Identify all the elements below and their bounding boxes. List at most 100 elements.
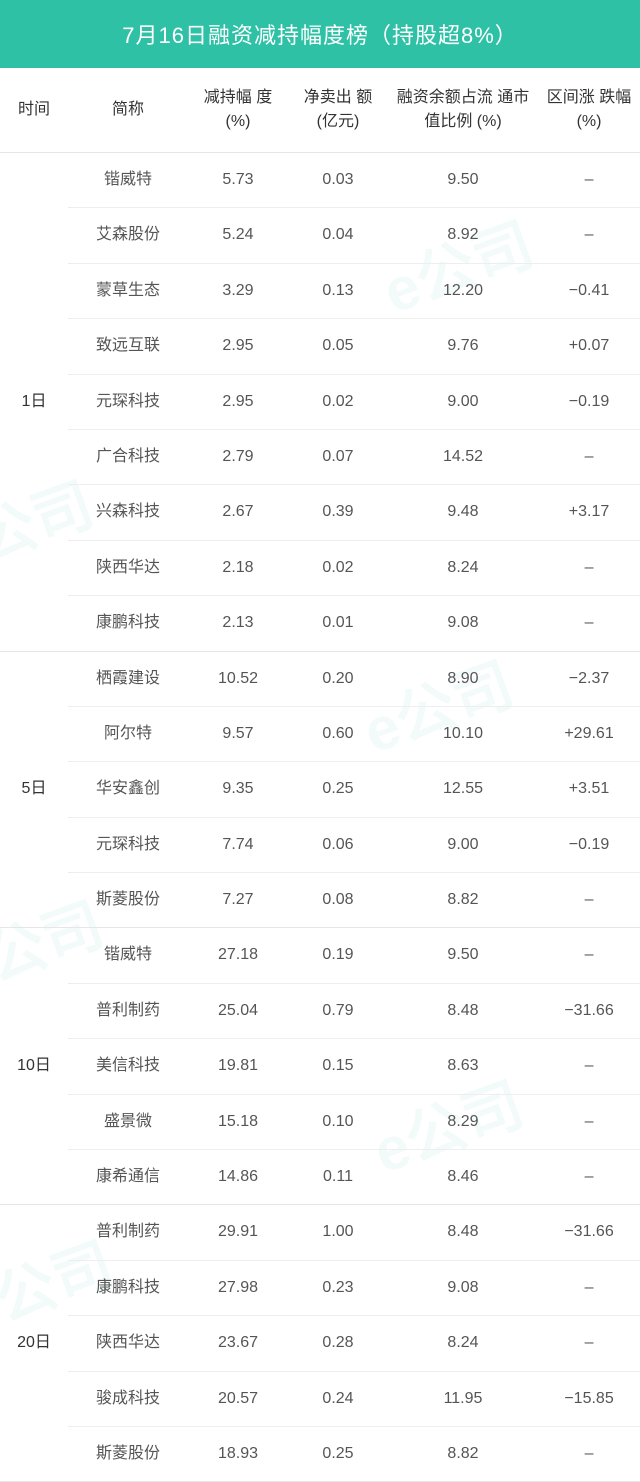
col-header-chg: 区间涨 跌幅 (%) [538,68,640,153]
cell-name: 陕西华达 [68,1316,188,1371]
cell-chg: – [538,928,640,983]
cell-ratio: 9.00 [388,374,538,429]
table-row: 兴森科技2.670.399.48+3.17 [0,485,640,540]
cell-ratio: 8.82 [388,873,538,928]
cell-ratio: 12.20 [388,263,538,318]
cell-time: 1日 [0,153,68,652]
cell-pct: 9.35 [188,762,288,817]
cell-amt: 0.06 [288,817,388,872]
cell-chg: −15.85 [538,1371,640,1426]
cell-amt: 0.11 [288,1150,388,1205]
cell-pct: 2.13 [188,596,288,651]
col-header-time: 时间 [0,68,68,153]
cell-chg: −0.41 [538,263,640,318]
cell-amt: 0.15 [288,1039,388,1094]
cell-amt: 0.23 [288,1260,388,1315]
cell-chg: – [538,1150,640,1205]
table-row: 元琛科技2.950.029.00−0.19 [0,374,640,429]
cell-chg: – [538,1316,640,1371]
cell-name: 锴威特 [68,928,188,983]
cell-pct: 18.93 [188,1426,288,1481]
col-header-pct: 减持幅 度(%) [188,68,288,153]
cell-pct: 2.79 [188,429,288,484]
cell-pct: 19.81 [188,1039,288,1094]
cell-ratio: 8.92 [388,208,538,263]
col-header-amt: 净卖出 额(亿元) [288,68,388,153]
cell-ratio: 8.48 [388,983,538,1038]
cell-amt: 0.01 [288,596,388,651]
cell-amt: 0.19 [288,928,388,983]
cell-chg: – [538,873,640,928]
cell-ratio: 9.48 [388,485,538,540]
cell-name: 兴森科技 [68,485,188,540]
cell-chg: – [538,1260,640,1315]
cell-chg: −0.19 [538,817,640,872]
cell-amt: 0.05 [288,319,388,374]
cell-amt: 0.24 [288,1371,388,1426]
table-row: 致远互联2.950.059.76+0.07 [0,319,640,374]
col-header-ratio: 融资余额占流 通市值比例 (%) [388,68,538,153]
table-row: 康鹏科技27.980.239.08– [0,1260,640,1315]
table-row: 华安鑫创9.350.2512.55+3.51 [0,762,640,817]
cell-pct: 2.67 [188,485,288,540]
cell-name: 骏成科技 [68,1371,188,1426]
cell-ratio: 11.95 [388,1371,538,1426]
cell-ratio: 8.46 [388,1150,538,1205]
cell-pct: 3.29 [188,263,288,318]
table-row: 普利制药25.040.798.48−31.66 [0,983,640,1038]
cell-ratio: 9.08 [388,1260,538,1315]
cell-pct: 10.52 [188,651,288,706]
cell-amt: 0.13 [288,263,388,318]
cell-ratio: 9.08 [388,596,538,651]
cell-amt: 0.79 [288,983,388,1038]
cell-chg: – [538,596,640,651]
cell-ratio: 9.50 [388,153,538,208]
cell-pct: 2.18 [188,540,288,595]
cell-amt: 0.02 [288,374,388,429]
cell-pct: 5.73 [188,153,288,208]
cell-pct: 5.24 [188,208,288,263]
cell-chg: −31.66 [538,983,640,1038]
cell-ratio: 8.90 [388,651,538,706]
table-row: 艾森股份5.240.048.92– [0,208,640,263]
column-header-row: 时间 简称 减持幅 度(%) 净卖出 额(亿元) 融资余额占流 通市值比例 (%… [0,68,640,153]
cell-amt: 0.28 [288,1316,388,1371]
cell-name: 盛景微 [68,1094,188,1149]
cell-amt: 0.04 [288,208,388,263]
cell-amt: 0.08 [288,873,388,928]
cell-ratio: 9.00 [388,817,538,872]
cell-chg: – [538,1426,640,1481]
cell-amt: 0.25 [288,762,388,817]
cell-pct: 2.95 [188,374,288,429]
cell-name: 美信科技 [68,1039,188,1094]
table-row: 广合科技2.790.0714.52– [0,429,640,484]
cell-name: 锴威特 [68,153,188,208]
cell-ratio: 12.55 [388,762,538,817]
cell-chg: +3.51 [538,762,640,817]
cell-name: 康鹏科技 [68,1260,188,1315]
cell-pct: 25.04 [188,983,288,1038]
table-row: 康鹏科技2.130.019.08– [0,596,640,651]
table-row: 陕西华达23.670.288.24– [0,1316,640,1371]
table-row: 5日栖霞建设10.520.208.90−2.37 [0,651,640,706]
cell-pct: 7.27 [188,873,288,928]
cell-chg: +29.61 [538,706,640,761]
cell-amt: 0.60 [288,706,388,761]
cell-ratio: 9.50 [388,928,538,983]
cell-amt: 0.07 [288,429,388,484]
cell-name: 华安鑫创 [68,762,188,817]
cell-ratio: 8.63 [388,1039,538,1094]
table-row: 康希通信14.860.118.46– [0,1150,640,1205]
cell-name: 康希通信 [68,1150,188,1205]
table-row: 蒙草生态3.290.1312.20−0.41 [0,263,640,318]
cell-name: 蒙草生态 [68,263,188,318]
cell-pct: 27.98 [188,1260,288,1315]
cell-amt: 0.10 [288,1094,388,1149]
cell-name: 广合科技 [68,429,188,484]
cell-chg: +0.07 [538,319,640,374]
cell-amt: 1.00 [288,1205,388,1260]
cell-ratio: 10.10 [388,706,538,761]
table-row: 斯菱股份7.270.088.82– [0,873,640,928]
cell-name: 栖霞建设 [68,651,188,706]
table-row: 骏成科技20.570.2411.95−15.85 [0,1371,640,1426]
